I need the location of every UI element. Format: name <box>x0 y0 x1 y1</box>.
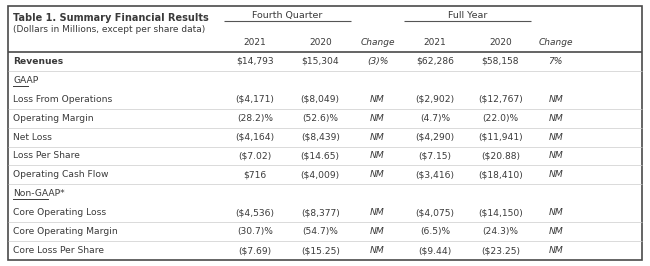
Text: Full Year: Full Year <box>448 11 488 20</box>
Text: ($4,536): ($4,536) <box>235 208 274 217</box>
Text: (4.7)%: (4.7)% <box>420 114 450 123</box>
Text: 2021: 2021 <box>244 38 266 47</box>
Text: NM: NM <box>370 114 385 123</box>
Text: ($8,049): ($8,049) <box>301 95 340 104</box>
Text: Core Operating Loss: Core Operating Loss <box>13 208 106 217</box>
Text: Net Loss: Net Loss <box>13 132 52 142</box>
Text: Revenues: Revenues <box>13 57 63 66</box>
Text: (3)%: (3)% <box>367 57 388 66</box>
Text: $14,793: $14,793 <box>236 57 274 66</box>
Text: ($14.65): ($14.65) <box>301 152 340 160</box>
Text: ($4,164): ($4,164) <box>235 132 274 142</box>
Text: Fourth Quarter: Fourth Quarter <box>252 11 323 20</box>
Text: Core Loss Per Share: Core Loss Per Share <box>13 246 104 255</box>
Text: NM: NM <box>370 95 385 104</box>
Text: ($7.69): ($7.69) <box>239 246 272 255</box>
Text: (22.0)%: (22.0)% <box>482 114 518 123</box>
Text: (52.6)%: (52.6)% <box>302 114 338 123</box>
Text: ($4,290): ($4,290) <box>415 132 454 142</box>
Text: ($23.25): ($23.25) <box>481 246 520 255</box>
Text: (30.7)%: (30.7)% <box>237 227 273 236</box>
Text: ($8,439): ($8,439) <box>301 132 340 142</box>
Text: Loss From Operations: Loss From Operations <box>13 95 112 104</box>
Text: Operating Margin: Operating Margin <box>13 114 94 123</box>
Text: ($4,009): ($4,009) <box>301 171 340 179</box>
Text: (24.3)%: (24.3)% <box>482 227 518 236</box>
Text: NM: NM <box>549 171 563 179</box>
Text: Operating Cash Flow: Operating Cash Flow <box>13 171 109 179</box>
Text: ($3,416): ($3,416) <box>415 171 454 179</box>
Text: NM: NM <box>370 132 385 142</box>
Text: NM: NM <box>370 227 385 236</box>
Text: Non-GAAP*: Non-GAAP* <box>13 189 64 198</box>
Text: Core Operating Margin: Core Operating Margin <box>13 227 118 236</box>
Text: ($12,767): ($12,767) <box>478 95 523 104</box>
Text: NM: NM <box>549 95 563 104</box>
Text: ($18,410): ($18,410) <box>478 171 523 179</box>
Text: NM: NM <box>549 227 563 236</box>
Text: NM: NM <box>549 246 563 255</box>
Text: ($9.44): ($9.44) <box>419 246 452 255</box>
Text: ($7.15): ($7.15) <box>419 152 452 160</box>
Text: 2020: 2020 <box>309 38 332 47</box>
Text: Loss Per Share: Loss Per Share <box>13 152 80 160</box>
Text: NM: NM <box>370 152 385 160</box>
Text: 7%: 7% <box>549 57 563 66</box>
Text: NM: NM <box>370 246 385 255</box>
Text: ($14,150): ($14,150) <box>478 208 523 217</box>
Text: $58,158: $58,158 <box>482 57 519 66</box>
Text: (28.2)%: (28.2)% <box>237 114 273 123</box>
Text: NM: NM <box>370 208 385 217</box>
Text: $62,286: $62,286 <box>416 57 454 66</box>
Text: Change: Change <box>539 38 573 47</box>
Text: (6.5)%: (6.5)% <box>420 227 450 236</box>
Text: 2020: 2020 <box>489 38 512 47</box>
Text: ($2,902): ($2,902) <box>415 95 454 104</box>
Text: NM: NM <box>370 171 385 179</box>
Text: Change: Change <box>360 38 395 47</box>
Text: ($4,075): ($4,075) <box>415 208 454 217</box>
Text: ($4,171): ($4,171) <box>235 95 274 104</box>
Text: ($7.02): ($7.02) <box>239 152 272 160</box>
Text: ($20.88): ($20.88) <box>481 152 520 160</box>
Text: (54.7)%: (54.7)% <box>302 227 338 236</box>
Text: Table 1. Summary Financial Results: Table 1. Summary Financial Results <box>13 13 209 23</box>
Text: NM: NM <box>549 208 563 217</box>
Text: NM: NM <box>549 132 563 142</box>
Text: ($11,941): ($11,941) <box>478 132 523 142</box>
Text: NM: NM <box>549 152 563 160</box>
Text: ($15.25): ($15.25) <box>301 246 340 255</box>
Text: NM: NM <box>549 114 563 123</box>
Text: $15,304: $15,304 <box>302 57 339 66</box>
Text: 2021: 2021 <box>424 38 447 47</box>
Text: $716: $716 <box>243 171 266 179</box>
Text: (Dollars in Millions, except per share data): (Dollars in Millions, except per share d… <box>13 25 205 34</box>
Text: GAAP: GAAP <box>13 76 38 85</box>
Text: ($8,377): ($8,377) <box>301 208 339 217</box>
